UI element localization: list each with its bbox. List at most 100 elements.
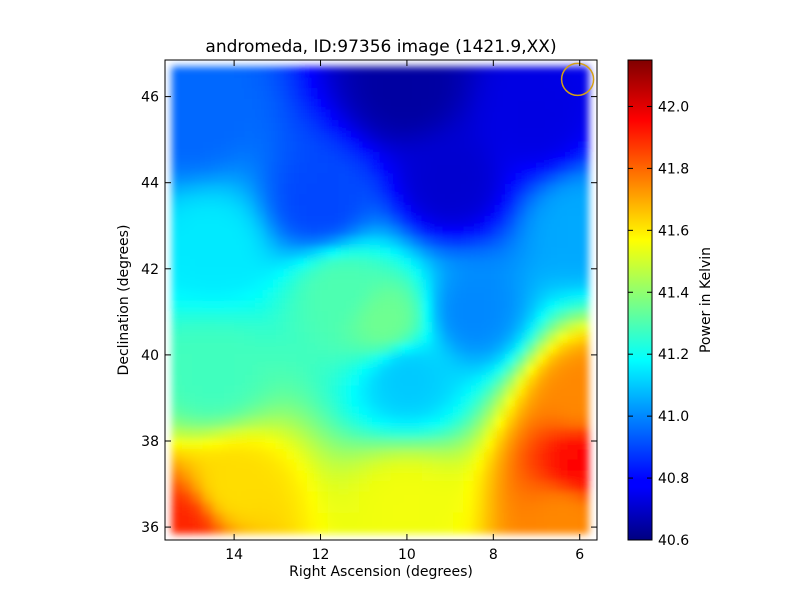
heatmap-cell — [536, 416, 548, 428]
heatmap-cell — [265, 140, 277, 152]
heatmap-cell — [369, 183, 381, 195]
heatmap-cell — [379, 246, 391, 259]
heatmap-cell — [286, 130, 298, 142]
heatmap-cell — [181, 119, 193, 131]
heatmap-cell — [463, 268, 475, 280]
heatmap-cell — [327, 130, 339, 142]
heatmap-cell — [546, 331, 558, 344]
heatmap-cell — [286, 331, 298, 344]
heatmap-cell — [473, 268, 485, 280]
heatmap-cell — [567, 87, 579, 99]
heatmap-cell — [296, 77, 308, 89]
heatmap-cell — [171, 363, 183, 375]
heatmap-cell — [338, 193, 350, 206]
heatmap-cell — [348, 416, 360, 428]
heatmap-cell — [223, 331, 235, 344]
heatmap-cell — [359, 374, 371, 386]
heatmap-cell — [234, 321, 246, 333]
heatmap-cell — [567, 406, 579, 418]
heatmap-cell — [525, 363, 537, 375]
heatmap-cell — [452, 512, 464, 524]
heatmap-cell — [546, 469, 558, 482]
heatmap-cell — [546, 384, 558, 397]
heatmap-cell — [359, 501, 371, 513]
heatmap-cell — [338, 87, 350, 99]
heatmap-cell — [223, 119, 235, 131]
heatmap-cell — [494, 204, 506, 216]
heatmap-cell — [369, 448, 381, 460]
heatmap-cell — [327, 77, 339, 89]
heatmap-cell — [463, 501, 475, 513]
heatmap-cell — [213, 257, 225, 269]
heatmap-cell — [484, 363, 496, 375]
heatmap-cell — [327, 448, 339, 460]
heatmap-cell — [254, 374, 266, 386]
heatmap-cell — [557, 353, 569, 365]
heatmap-cell — [348, 246, 360, 259]
heatmap-cell — [327, 427, 339, 439]
heatmap-cell — [296, 108, 308, 121]
heatmap-cell — [265, 183, 277, 195]
heatmap-cell — [213, 353, 225, 365]
heatmap-cell — [327, 98, 339, 110]
heatmap-cell — [286, 342, 298, 354]
heatmap-cell — [192, 151, 204, 163]
heatmap-cell — [442, 183, 454, 195]
heatmap-cell — [567, 183, 579, 195]
heatmap-cell — [525, 374, 537, 386]
heatmap-cell — [463, 374, 475, 386]
heatmap-cell — [296, 353, 308, 365]
heatmap-cell — [275, 406, 287, 418]
heatmap-cell — [265, 512, 277, 524]
heatmap-cell — [338, 310, 350, 322]
heatmap-cell — [473, 406, 485, 418]
heatmap-cell — [452, 98, 464, 110]
heatmap-cell — [484, 416, 496, 428]
heatmap-cell — [359, 236, 371, 248]
heatmap-cell — [306, 225, 318, 237]
heatmap-cell — [577, 119, 589, 131]
heatmap-cell — [306, 522, 318, 535]
heatmap-cell — [192, 331, 204, 344]
heatmap-cell — [546, 236, 558, 248]
heatmap-cell — [369, 501, 381, 513]
heatmap-cell — [213, 130, 225, 142]
heatmap-cell — [369, 427, 381, 439]
heatmap-cell — [223, 140, 235, 152]
heatmap-cell — [254, 66, 266, 78]
heatmap-cell — [504, 363, 516, 375]
heatmap-cell — [421, 342, 433, 354]
heatmap-cell — [494, 427, 506, 439]
heatmap-cell — [306, 501, 318, 513]
heatmap-cell — [306, 193, 318, 206]
heatmap-cell — [484, 268, 496, 280]
heatmap-cell — [484, 66, 496, 78]
heatmap-cell — [432, 289, 444, 301]
heatmap-cell — [432, 119, 444, 131]
heatmap-cell — [171, 395, 183, 407]
heatmap-cell — [192, 374, 204, 386]
heatmap-cell — [432, 427, 444, 439]
heatmap-cell — [369, 257, 381, 269]
heatmap-cell — [504, 427, 516, 439]
heatmap-cell — [494, 512, 506, 524]
heatmap-cell — [400, 119, 412, 131]
heatmap-cell — [213, 236, 225, 248]
heatmap-cell — [348, 278, 360, 290]
heatmap-cell — [223, 278, 235, 290]
heatmap-cell — [369, 204, 381, 216]
heatmap-cell — [411, 278, 423, 290]
heatmap-cell — [390, 183, 402, 195]
heatmap-cell — [473, 257, 485, 269]
heatmap-cell — [536, 406, 548, 418]
heatmap-cell — [421, 257, 433, 269]
heatmap-cell — [181, 491, 193, 503]
heatmap-cell — [286, 119, 298, 131]
heatmap-cell — [338, 236, 350, 248]
heatmap-cell — [338, 108, 350, 121]
heatmap-cell — [390, 395, 402, 407]
heatmap-cell — [525, 300, 537, 312]
heatmap-cell — [181, 225, 193, 237]
heatmap-cell — [452, 193, 464, 206]
